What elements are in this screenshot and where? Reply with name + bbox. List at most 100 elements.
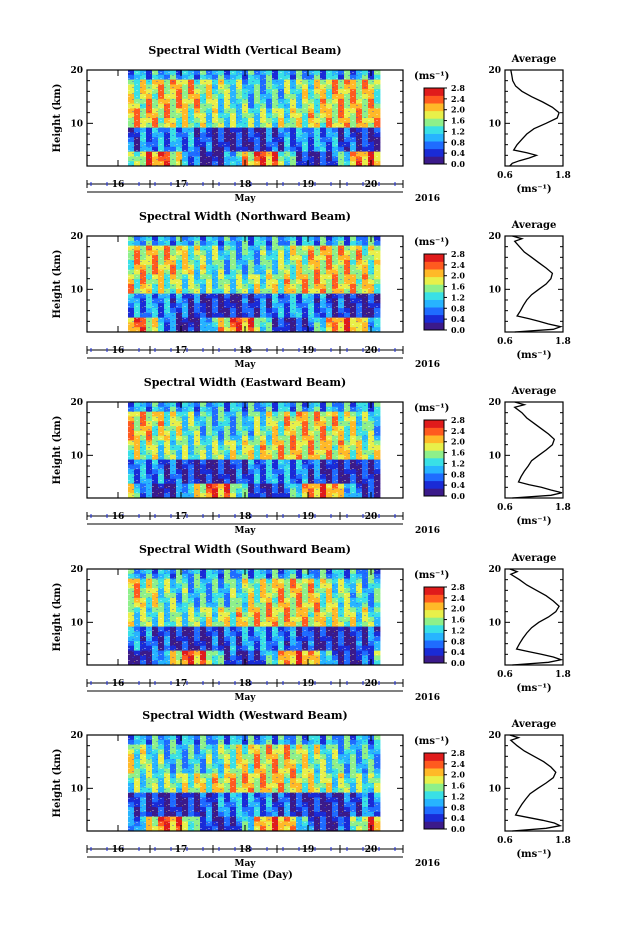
average-x-label: (ms⁻¹) [516, 683, 551, 694]
heatmap-texture [128, 569, 380, 665]
year-label: 2016 [415, 693, 440, 703]
colorbar-swatch [424, 647, 444, 656]
month-label: May [234, 194, 256, 204]
colorbar-swatch [424, 314, 444, 323]
average-x-tick-label: 1.8 [555, 670, 571, 680]
colorbar-swatch [424, 427, 444, 436]
year-label: 2016 [415, 194, 440, 204]
colorbar-tick-label: 2.0 [451, 437, 465, 447]
colorbar-unit: (ms⁻¹) [414, 570, 449, 581]
colorbar-tick-label: 1.2 [451, 292, 465, 302]
colorbar-swatch [424, 88, 444, 96]
colorbar-swatch [424, 299, 444, 308]
heatmap-texture [128, 70, 380, 166]
month-label: May [234, 859, 256, 869]
colorbar-tick-label: 0.4 [451, 813, 465, 823]
colorbar-tick-label: 2.4 [451, 94, 465, 104]
colorbar-swatch [424, 322, 444, 331]
year-label: 2016 [415, 859, 440, 869]
average-x-label: (ms⁻¹) [516, 184, 551, 195]
average-y-tick-label: 20 [488, 232, 501, 242]
colorbar-tick-label: 2.4 [451, 260, 465, 270]
month-label: May [234, 360, 256, 370]
colorbar: 0.00.40.81.21.62.02.42.8 [423, 748, 465, 834]
y-axis-label: Height (km) [52, 583, 63, 652]
x-tick-label: 16 [112, 346, 125, 356]
colorbar: 0.00.40.81.21.62.02.42.8 [423, 582, 465, 668]
colorbar-tick-label: 2.4 [451, 593, 465, 603]
average-x-tick-label: 0.6 [497, 171, 513, 181]
colorbar-swatch [424, 587, 444, 595]
y-tick-label: 20 [70, 66, 83, 76]
average-y-tick-label: 20 [488, 731, 501, 741]
colorbar-tick-label: 2.0 [451, 770, 465, 780]
colorbar-tick-label: 2.0 [451, 105, 465, 115]
colorbar-unit: (ms⁻¹) [414, 736, 449, 747]
colorbar-unit: (ms⁻¹) [414, 403, 449, 414]
month-label: May [234, 526, 256, 536]
colorbar-tick-label: 2.8 [451, 582, 465, 592]
heatmap-texture [128, 402, 380, 498]
x-tick-label: 18 [239, 180, 252, 190]
colorbar-tick-label: 2.0 [451, 271, 465, 281]
colorbar-swatch [424, 488, 444, 497]
x-tick-label: 16 [112, 845, 125, 855]
colorbar-swatch [424, 292, 444, 300]
colorbar-swatch [424, 269, 444, 278]
colorbar-swatch [424, 133, 444, 142]
x-tick-label: 20 [365, 845, 378, 855]
colorbar-tick-label: 1.2 [451, 791, 465, 801]
colorbar-swatch [424, 602, 444, 611]
colorbar-swatch [424, 806, 444, 815]
x-tick-label: 19 [302, 679, 315, 689]
colorbar-frame [423, 419, 445, 497]
x-tick-label: 18 [239, 346, 252, 356]
colorbar-swatch [424, 760, 444, 769]
colorbar-swatch [424, 118, 444, 127]
colorbar-tick-label: 0.8 [451, 802, 465, 812]
colorbar-swatch [424, 594, 444, 603]
colorbar-tick-label: 0.4 [451, 647, 465, 657]
panel-4: Spectral Width (Southward Beam) Height (k… [52, 543, 571, 703]
average-y-tick-label: 10 [488, 285, 501, 295]
panel-1: Spectral Width (Vertical Beam) Height (km… [52, 44, 571, 204]
average-profile: Average 10 20 0.6 1.8 (ms⁻¹) [488, 386, 570, 527]
colorbar-swatch [424, 141, 444, 150]
panel-title: Spectral Width (Eastward Beam) [144, 376, 346, 389]
colorbar-swatch [424, 480, 444, 489]
month-label: May [234, 693, 256, 703]
x-tick-label: 18 [239, 679, 252, 689]
panel-title: Spectral Width (Westward Beam) [142, 709, 347, 722]
colorbar-tick-label: 2.8 [451, 415, 465, 425]
y-tick-label: 10 [70, 451, 83, 461]
year-label: 2016 [415, 360, 440, 370]
average-y-tick-label: 20 [488, 565, 501, 575]
colorbar-tick-label: 0.0 [451, 159, 465, 169]
colorbar-swatch [424, 126, 444, 134]
y-tick-label: 20 [70, 398, 83, 408]
colorbar: 0.00.40.81.21.62.02.42.8 [423, 415, 465, 501]
heatmap-texture [128, 735, 380, 831]
colorbar-swatch [424, 442, 444, 451]
heatmap-texture [128, 236, 380, 332]
x-tick-label: 17 [175, 679, 188, 689]
colorbar-unit: (ms⁻¹) [414, 237, 449, 248]
colorbar-swatch [424, 450, 444, 459]
colorbar-tick-label: 0.0 [451, 491, 465, 501]
colorbar-swatch [424, 768, 444, 777]
colorbar-frame [423, 586, 445, 664]
colorbar-tick-label: 0.4 [451, 480, 465, 490]
x-tick-label: 16 [112, 180, 125, 190]
year-label: 2016 [415, 526, 440, 536]
colorbar-swatch [424, 617, 444, 626]
colorbar-swatch [424, 783, 444, 792]
colorbar-frame [423, 752, 445, 830]
average-y-tick-label: 10 [488, 784, 501, 794]
colorbar-tick-label: 0.4 [451, 148, 465, 158]
colorbar-swatch [424, 420, 444, 428]
y-axis-label: Height (km) [52, 749, 63, 818]
average-profile-line [509, 734, 563, 832]
average-x-tick-label: 1.8 [555, 171, 571, 181]
x-tick-label: 17 [175, 512, 188, 522]
average-frame [504, 401, 564, 499]
